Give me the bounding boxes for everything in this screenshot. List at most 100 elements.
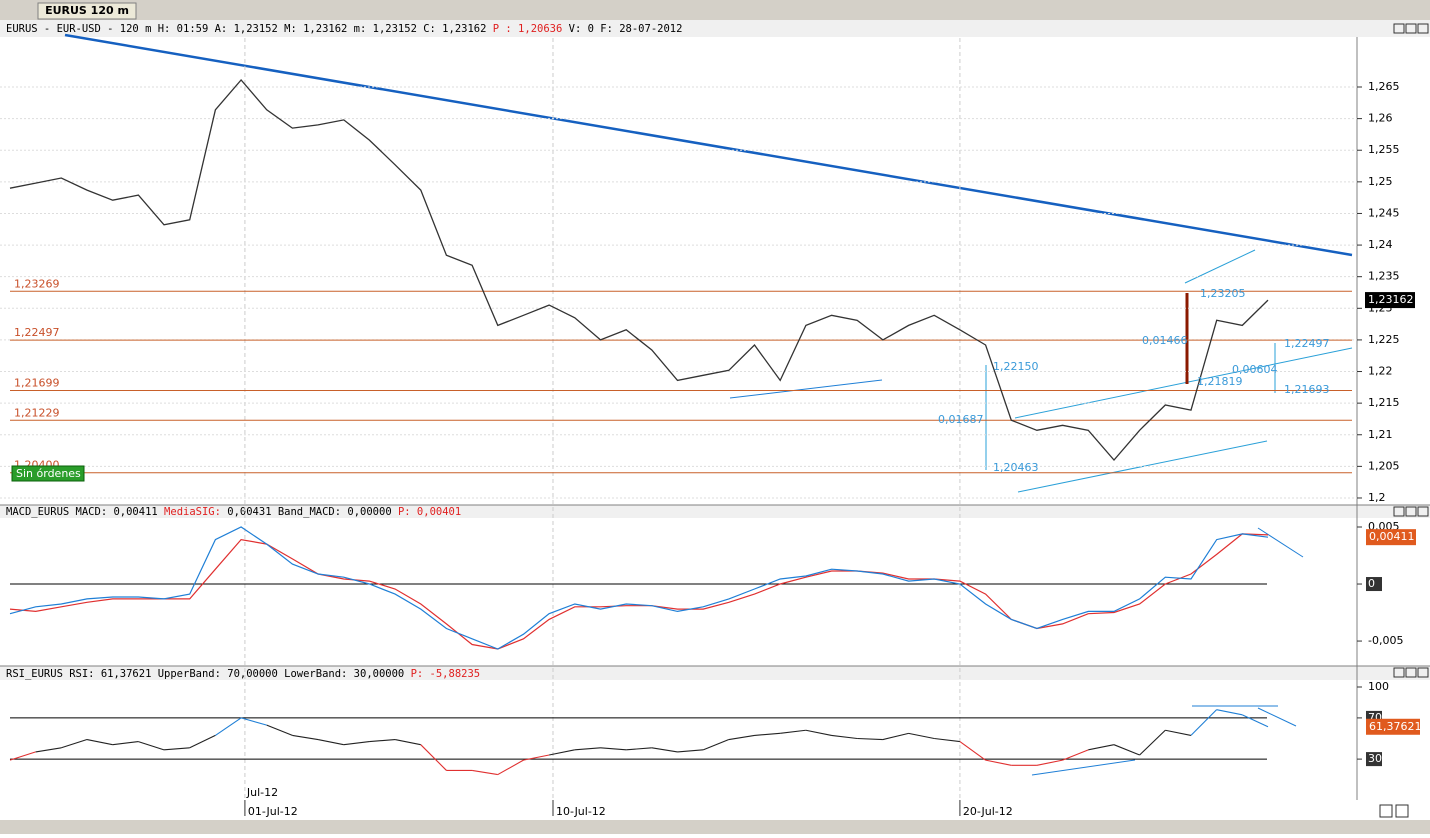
y-tick-label: 1,255 xyxy=(1368,143,1400,156)
tab-bar xyxy=(0,0,1430,20)
trend-line xyxy=(1257,707,1297,727)
rsi-segment xyxy=(163,747,190,751)
y-tick-label: 1,265 xyxy=(1368,80,1400,93)
orders-badge-label: Sin órdenes xyxy=(16,467,81,480)
price-header: EURUS - EUR-USD - 120 m H: 01:59 A: 1,23… xyxy=(6,23,682,35)
rsi-segment xyxy=(831,734,858,740)
level-label: 1,23269 xyxy=(14,277,60,290)
y-tick-label: 1,205 xyxy=(1368,459,1400,472)
rsi-segment xyxy=(292,734,319,741)
rsi-segment xyxy=(1139,729,1166,756)
rsi-segment xyxy=(702,739,730,751)
macd-line xyxy=(9,526,1269,650)
header-bar xyxy=(0,20,1430,37)
y-tick-label: 1,24 xyxy=(1368,238,1393,251)
y-tick-label: 1,25 xyxy=(1368,175,1393,188)
rsi-segment xyxy=(138,741,165,751)
rsi-segment xyxy=(1216,709,1243,716)
header-c: 0,00431 Band_MACD: 0,00000 xyxy=(221,506,398,518)
level-label: 1,21229 xyxy=(14,406,60,419)
header-d: P: 0,00401 xyxy=(398,506,461,518)
y-tick-label: 1,26 xyxy=(1368,112,1393,125)
y-tick-label: 1,215 xyxy=(1368,396,1400,409)
trend-line xyxy=(1031,759,1136,776)
rsi-segment xyxy=(908,732,935,740)
y-tick-label: 0 xyxy=(1368,577,1375,590)
rsi-segment xyxy=(780,729,806,734)
rsi-badge xyxy=(1366,718,1420,735)
measure-label: 1,22497 xyxy=(1284,337,1330,350)
measure-label: 1,22150 xyxy=(993,360,1039,373)
y-tick-label: -0,005 xyxy=(1368,634,1403,647)
rsi-segment xyxy=(677,749,704,753)
rsi-segment xyxy=(240,717,267,726)
rsi-segment xyxy=(959,741,986,761)
rsi-segment xyxy=(215,717,242,736)
header-main: EURUS - EUR-USD - 120 m H: 01:59 A: 1,23… xyxy=(6,23,493,35)
tick-badge xyxy=(1366,752,1382,767)
rsi-segment xyxy=(1036,759,1063,766)
rsi-segment xyxy=(9,751,36,761)
header-b: MediaSIG: xyxy=(164,506,221,518)
measure-label: 1,20463 xyxy=(993,461,1039,474)
rsi-segment xyxy=(651,747,678,753)
header-b: P: -5,88235 xyxy=(411,668,481,680)
header-rest: V: 0 F: 28-07-2012 xyxy=(562,23,682,35)
date-label: 20-Jul-12 xyxy=(963,805,1013,818)
rsi-segment xyxy=(112,741,139,746)
rsi-segment xyxy=(574,747,601,751)
macd-line xyxy=(9,533,1269,650)
channel-line xyxy=(1017,440,1268,493)
measure-label: 1,23205 xyxy=(1200,287,1246,300)
macd-header: MACD_EURUS MACD: 0,00411 MediaSIG: 0,004… xyxy=(6,506,461,518)
rsi-segment xyxy=(728,734,755,741)
rsi-segment xyxy=(626,747,652,751)
rsi-segment xyxy=(523,754,550,761)
header-a: RSI_EURUS RSI: 61,37621 UpperBand: 70,00… xyxy=(6,668,411,680)
rsi-segment xyxy=(754,732,781,736)
rsi-segment xyxy=(1088,744,1115,751)
trend-line xyxy=(1257,527,1304,558)
header-p: P : 1,20636 xyxy=(493,23,563,35)
rsi-segment xyxy=(1062,749,1089,761)
rsi-segment xyxy=(882,732,909,741)
rsi-segment xyxy=(600,747,627,751)
level-label: 1,21699 xyxy=(14,377,60,390)
status-bar xyxy=(0,820,1430,834)
rsi-segment xyxy=(1113,744,1140,756)
last-price-label: 1,23162 xyxy=(1368,293,1414,306)
macd-badge xyxy=(1366,529,1416,546)
rsi-segment xyxy=(86,738,113,746)
rsi-header-bar xyxy=(0,666,1430,680)
rsi-segment xyxy=(35,747,62,753)
measure-label: 0,01466 xyxy=(1142,334,1188,347)
orders-badge xyxy=(11,465,85,482)
window-buttons[interactable] xyxy=(1379,23,1429,818)
rsi-segment xyxy=(369,738,396,743)
rsi-segment xyxy=(189,734,216,749)
rsi-segment xyxy=(1242,714,1269,728)
y-tick-label: 100 xyxy=(1368,680,1389,693)
rsi-header: RSI_EURUS RSI: 61,37621 UpperBand: 70,00… xyxy=(6,668,480,680)
rsi-segment xyxy=(1190,709,1218,736)
rsi-segment xyxy=(985,759,1012,766)
measure-label: 0,01687 xyxy=(938,413,984,426)
rsi-segment xyxy=(497,759,524,776)
month-label: Jul-12 xyxy=(246,786,278,799)
macd-header-bar xyxy=(0,505,1430,518)
tab[interactable] xyxy=(37,2,137,20)
rsi-badge-label: 61,37621 xyxy=(1369,720,1422,733)
measure-label: 0,00604 xyxy=(1232,363,1278,376)
rsi-segment xyxy=(549,749,575,756)
rsi-segment xyxy=(343,741,370,746)
macd-badge-label: 0,00411 xyxy=(1369,530,1415,543)
rsi-segment xyxy=(266,724,293,736)
y-tick-label: 1,235 xyxy=(1368,270,1400,283)
date-label: 01-Jul-12 xyxy=(248,805,298,818)
trend-line xyxy=(64,33,1353,257)
rsi-segment xyxy=(857,737,883,741)
rsi-segment xyxy=(317,738,344,746)
measure-label: 1,21693 xyxy=(1284,383,1330,396)
last-price-badge xyxy=(1365,292,1415,309)
trend-line xyxy=(729,379,883,399)
